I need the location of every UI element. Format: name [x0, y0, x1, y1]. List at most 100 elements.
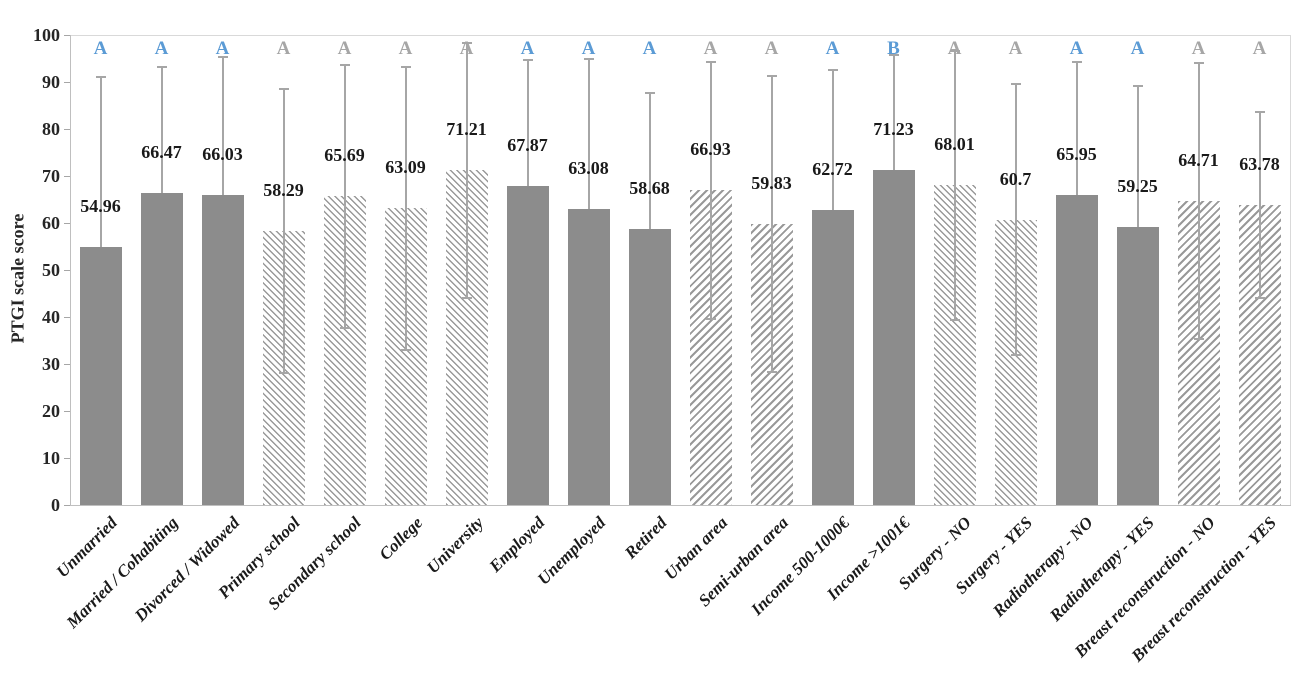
significance-letter: A [337, 38, 352, 59]
error-bar-cap [461, 41, 472, 44]
error-bar-cap [949, 49, 960, 52]
error-bar [404, 66, 407, 209]
error-bar-minus [465, 170, 468, 298]
significance-letter: A [276, 38, 291, 59]
y-axis-tick [64, 411, 70, 412]
error-bar-cap [339, 63, 350, 66]
significance-letter: B [887, 38, 900, 59]
y-axis-tick-label: 20 [42, 401, 60, 421]
plot-border-right [1290, 35, 1291, 505]
error-bar [1258, 112, 1261, 206]
y-axis-tick-label: 0 [51, 495, 60, 515]
y-axis-tick [64, 35, 70, 36]
significance-letter: A [947, 38, 962, 59]
value-label: 60.7 [999, 168, 1032, 189]
error-bar [1014, 84, 1017, 220]
error-bar-minus [1014, 219, 1017, 356]
value-label: 68.01 [934, 134, 975, 155]
error-bar-minus [404, 208, 407, 351]
error-bar [587, 58, 590, 209]
category-label: Employed [485, 513, 548, 576]
value-label: 66.93 [690, 139, 731, 160]
significance-letter: A [642, 38, 657, 59]
error-bar-minus-cap [339, 326, 350, 329]
y-axis-tick-label: 70 [42, 166, 60, 186]
error-bar-cap [522, 59, 533, 62]
significance-letter: A [1130, 38, 1145, 59]
significance-letter: A [1191, 38, 1206, 59]
bar [140, 192, 183, 505]
significance-letter: A [520, 38, 535, 59]
error-bar-minus [343, 196, 346, 328]
value-label: 58.29 [263, 180, 304, 201]
error-bar-cap [583, 57, 594, 60]
bar [567, 208, 610, 505]
y-axis-tick [64, 505, 70, 506]
error-bar-cap [217, 56, 228, 59]
value-label: 65.95 [1056, 144, 1097, 165]
value-label: 63.09 [385, 157, 426, 178]
error-bar [282, 88, 285, 232]
category-label: Retired [620, 513, 670, 563]
category-label: Divorced / Widowed [130, 513, 243, 626]
error-bar-cap [1010, 83, 1021, 86]
plot-border-top [70, 35, 1290, 36]
error-bar [1136, 85, 1139, 227]
error-bar [709, 62, 712, 191]
bar [628, 229, 671, 505]
value-label: 65.69 [324, 145, 365, 166]
significance-letter: A [459, 38, 474, 59]
x-axis-line [70, 505, 1291, 506]
significance-letter: A [1069, 38, 1084, 59]
significance-letter: A [1252, 38, 1267, 59]
error-bar-minus-cap [1010, 354, 1021, 357]
significance-letter: A [154, 38, 169, 59]
error-bar-cap [766, 74, 777, 77]
error-bar-minus-cap [949, 318, 960, 321]
error-bar-cap [1193, 61, 1204, 64]
bar [79, 246, 122, 505]
category-label: Married / Cohabiting [62, 513, 182, 632]
y-axis-tick [64, 270, 70, 271]
bar [811, 210, 854, 505]
y-axis-tick-label: 60 [42, 213, 60, 233]
value-label: 71.23 [873, 119, 914, 140]
value-label: 66.47 [141, 141, 182, 162]
error-bar [1197, 62, 1200, 201]
value-label: 54.96 [80, 195, 121, 216]
significance-letter: A [764, 38, 779, 59]
error-bar-minus [1258, 205, 1261, 299]
error-bar-cap [400, 65, 411, 68]
y-axis-tick-label: 80 [42, 119, 60, 139]
error-bar-minus-cap [461, 296, 472, 299]
value-label: 59.25 [1117, 175, 1158, 196]
y-axis-tick [64, 129, 70, 130]
error-bar-cap [1071, 60, 1082, 63]
y-axis-tick-label: 100 [33, 25, 60, 45]
y-axis-tick [64, 458, 70, 459]
value-label: 64.71 [1178, 149, 1219, 170]
y-axis-tick [64, 176, 70, 177]
error-bar [831, 70, 834, 211]
significance-letter: A [215, 38, 230, 59]
y-axis-tick-label: 90 [42, 72, 60, 92]
value-label: 62.72 [812, 159, 853, 180]
value-label: 63.08 [568, 157, 609, 178]
y-axis-tick-label: 40 [42, 307, 60, 327]
error-bar [526, 60, 529, 186]
error-bar-minus [1197, 200, 1200, 340]
error-bar-cap [1254, 111, 1265, 114]
error-bar [99, 77, 102, 247]
error-bar-cap [278, 87, 289, 90]
error-bar [1075, 61, 1078, 196]
error-bar [770, 75, 773, 224]
error-bar [221, 57, 224, 195]
y-axis-tick-label: 50 [42, 260, 60, 280]
error-bar-minus-cap [1254, 297, 1265, 300]
y-axis-line [70, 35, 71, 505]
error-bar-minus-cap [400, 349, 411, 352]
error-bar-minus [770, 223, 773, 372]
value-label: 67.87 [507, 135, 548, 155]
error-bar [160, 67, 163, 193]
